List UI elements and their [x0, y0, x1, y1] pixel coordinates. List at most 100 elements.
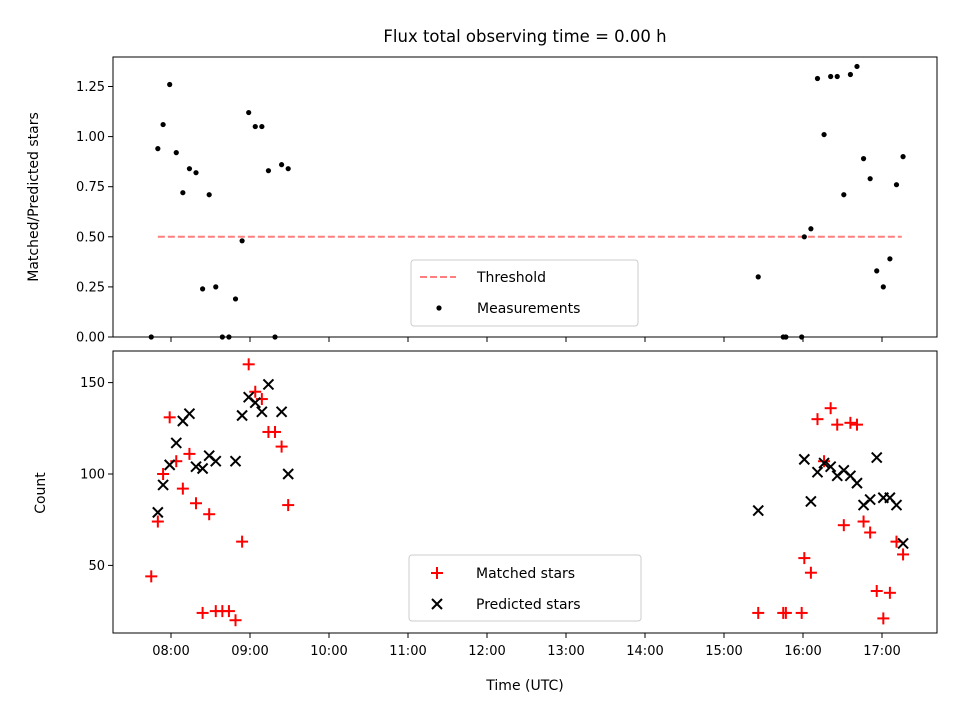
matched-stars-point-20 — [275, 440, 288, 453]
bottom-y-axis-label: Count — [33, 472, 49, 514]
measurements-point-14 — [239, 238, 245, 244]
bottom-x-tick-label-8: 16:00 — [784, 644, 821, 659]
measurements-point-27 — [808, 226, 814, 232]
top-plot-frame — [112, 56, 938, 338]
top-y-tick-label-5: 1.25 — [76, 80, 105, 95]
bottom-x-tick-label-7: 15:00 — [705, 644, 742, 659]
predicted-stars-point-6 — [190, 460, 202, 473]
measurements-point-32 — [841, 192, 847, 198]
bottom-plot-content: 08:00 09:00 10:00 11:00 12:00 13:00 14:00 15:00… — [80, 358, 910, 659]
top-y-tick-label-1: 0.25 — [76, 280, 105, 295]
matched-stars-point-14 — [236, 535, 249, 548]
bottom-x-tick-label-2: 10:00 — [310, 644, 347, 659]
matched-stars-point-5 — [176, 482, 189, 495]
measurements-point-40 — [893, 182, 900, 188]
top-y-tick-label-2: 0.50 — [76, 230, 105, 245]
matched-stars-point-9 — [203, 508, 216, 521]
top-y-axis-label: Matched/Predicted stars — [26, 112, 42, 282]
matched-stars-point-34 — [850, 418, 863, 431]
top-plot-content: 0.00 0.25 0.50 0.75 1.00 1.25 — [76, 63, 906, 346]
predicted-stars-point-34 — [897, 537, 909, 550]
bottom-plot-frame — [112, 350, 938, 634]
predicted-stars-point-17 — [282, 468, 294, 480]
measurements-point-10 — [213, 284, 219, 290]
predicted-stars-point-33 — [890, 499, 903, 511]
matched-stars-point-30 — [824, 402, 837, 415]
matched-stars-point-36 — [864, 526, 877, 539]
predicted-stars-point-18 — [752, 504, 764, 517]
measurements-point-2 — [160, 121, 166, 128]
bottom-y-tick-label-0: 50 — [88, 559, 105, 574]
bottom-x-tick-label-9: 17:00 — [863, 644, 900, 659]
measurements-point-20 — [279, 162, 285, 168]
measurements-point-29 — [821, 131, 827, 138]
matched-stars-point-21 — [282, 499, 295, 512]
matched-stars-point-37 — [870, 584, 883, 597]
predicted-stars-point-9 — [210, 455, 222, 467]
measurements-point-22 — [755, 274, 761, 280]
predicted-stars-point-15 — [262, 378, 275, 391]
matched-stars-point-19 — [269, 425, 282, 438]
predicted-stars-point-21 — [811, 466, 824, 478]
measurements-point-1 — [155, 146, 161, 152]
matched-stars-point-13 — [229, 614, 242, 627]
bottom-y-tick-label-2: 150 — [80, 376, 105, 391]
predicted-stars-point-2 — [163, 459, 176, 471]
measurements-point-33 — [847, 71, 854, 78]
matched-stars-legend-label: Matched stars — [476, 566, 575, 582]
bottom-x-tick-label-6: 14:00 — [626, 644, 663, 659]
predicted-stars-point-7 — [196, 462, 209, 475]
x-axis-label: Time (UTC) — [485, 678, 563, 694]
chart-title: Flux total observing time = 0.00 h — [383, 27, 666, 46]
measurements-point-3 — [167, 81, 173, 88]
measurements-point-8 — [200, 286, 206, 292]
measurements-point-18 — [265, 168, 272, 174]
measurements-point-28 — [814, 75, 821, 82]
measurements-point-36 — [867, 176, 873, 182]
predicted-stars-point-22 — [818, 457, 830, 469]
matched-stars-point-16 — [249, 385, 262, 398]
measurements-point-41 — [900, 154, 906, 160]
matched-stars-point-39 — [883, 586, 896, 599]
matched-stars-point-2 — [157, 468, 170, 480]
measurements-point-26 — [801, 234, 807, 240]
matched-stars-point-6 — [183, 447, 196, 460]
matched-stars-point-25 — [795, 606, 808, 619]
matched-stars-point-32 — [837, 519, 850, 532]
predicted-stars-point-16 — [275, 406, 288, 418]
measurements-point-6 — [186, 166, 193, 172]
bottom-x-tick-label-0: 08:00 — [152, 644, 189, 659]
measurements-point-39 — [887, 256, 893, 262]
measurements-point-17 — [259, 123, 265, 130]
top-legend-box — [410, 259, 639, 327]
matched-stars-point-15 — [242, 358, 255, 371]
matched-stars-point-0 — [145, 570, 158, 583]
matched-stars-point-3 — [163, 411, 176, 424]
predicted-stars-point-1 — [157, 479, 169, 491]
threshold-legend-label: Threshold — [476, 270, 546, 286]
bottom-x-tick-label-5: 13:00 — [547, 644, 584, 659]
matched-stars-point-22 — [752, 606, 765, 619]
matched-stars-point-31 — [831, 418, 844, 431]
measurements-point-4 — [173, 150, 179, 156]
matched-stars-point-7 — [190, 497, 203, 510]
top-y-tick-label-3: 0.75 — [76, 180, 105, 195]
bottom-x-tick-label-4: 12:00 — [468, 644, 505, 659]
predicted-stars-point-14 — [256, 406, 268, 418]
predicted-stars-point-27 — [851, 477, 863, 489]
measurements-point-21 — [285, 166, 291, 172]
measurements-point-30 — [828, 73, 834, 80]
predicted-stars-point-29 — [864, 493, 876, 506]
measurements-point-7 — [193, 170, 199, 176]
matched-stars-point-8 — [196, 606, 209, 619]
matched-stars-point-41 — [897, 548, 910, 561]
matched-stars-point-38 — [877, 612, 890, 625]
matched-stars-point-27 — [804, 566, 817, 579]
predicted-stars-point-10 — [229, 455, 242, 467]
matched-stars-legend-swatch — [431, 567, 443, 579]
bottom-panel: Count Time (UTC) 08:00 09:00 10:00 11:00 12:… — [33, 350, 938, 694]
measurements-point-35 — [860, 156, 867, 162]
top-legend: Threshold Measurements — [410, 259, 639, 327]
top-y-tick-label-4: 1.00 — [76, 130, 105, 145]
bottom-x-tick-label-1: 09:00 — [231, 644, 268, 659]
